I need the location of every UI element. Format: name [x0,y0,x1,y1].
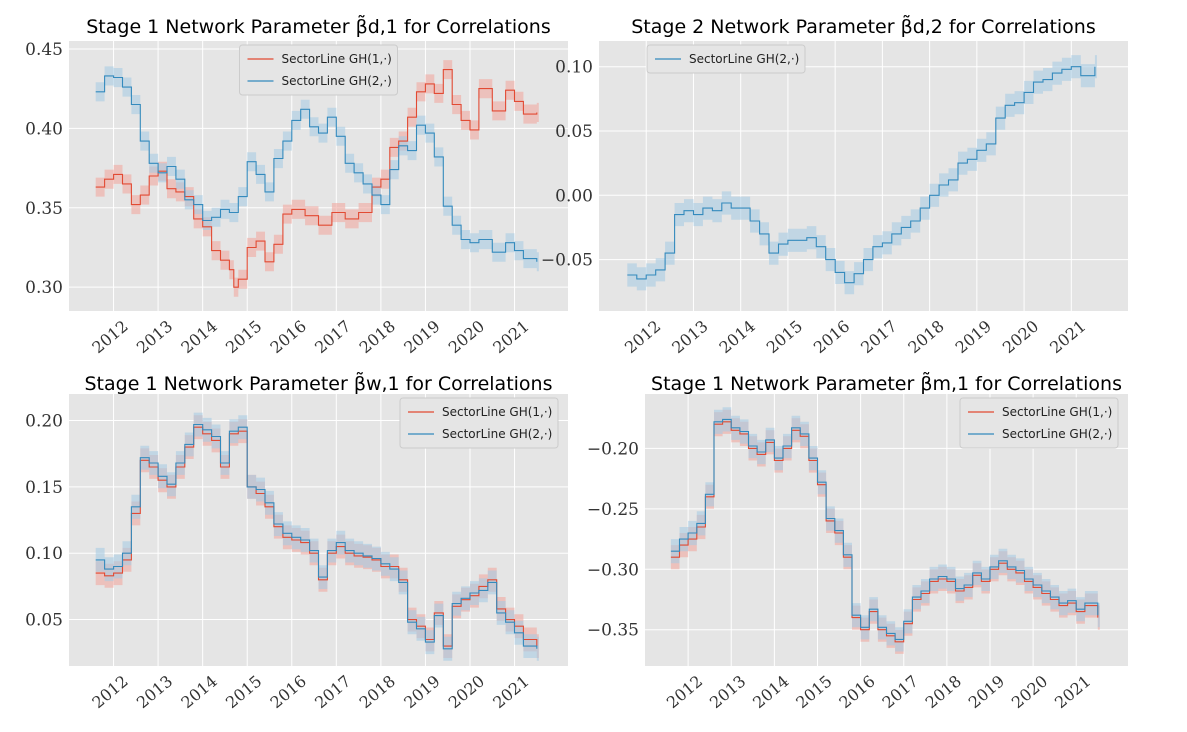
x-tick-label: 2014 [177,316,220,357]
chart-panel-3: 0.05 0.10 0.15 0.20 2012 2013 2014 2015 2016 2017… [25,370,568,712]
legend-label: SectorLine GH(2,·) [1002,427,1112,441]
x-tick-label: 2017 [311,316,354,357]
y-tick-label: −0.35 [587,621,639,641]
x-tick-label: 2021 [1046,316,1089,357]
x-tick-label: 2018 [922,671,965,712]
x-tick-label: 2016 [810,316,853,357]
chart-title: Stage 2 Network Parameter β̃d,2 for Corr… [631,13,1096,38]
legend-box [239,44,398,96]
x-tick-label: 2020 [445,671,488,712]
y-tick-label: 0.45 [25,40,63,60]
x-tick-label: 2012 [88,671,131,712]
x-tick-label: 2013 [133,671,176,712]
y-tick-label: 0.10 [555,58,593,78]
x-tick-label: 2017 [879,671,922,712]
x-tick-label: 2021 [1051,671,1094,712]
y-tick-label: 0.05 [555,122,593,142]
x-tick-label: 2015 [763,316,806,357]
legend-label: SectorLine GH(2,·) [442,427,552,441]
x-tick-label: 2017 [311,671,354,712]
x-tick-label: 2020 [445,316,488,357]
chart-title: Stage 1 Network Parameter β̃d,1 for Corr… [86,13,551,38]
chart-panel-4: −0.35 −0.30 −0.25 −0.20 2012 2013 2014 2015 2016… [587,370,1128,712]
legend: SectorLine GH(1,·) SectorLine GH(2,·) [239,44,398,96]
y-tick-label: 0.00 [555,186,593,206]
legend-label: SectorLine GH(2,·) [689,52,799,66]
confidence-band-series-1 [670,409,1100,654]
confidence-band-series-2 [670,407,1100,652]
y-tick-label: −0.30 [587,560,639,580]
x-tick-label: 2013 [706,671,749,712]
y-tick-label: 0.40 [25,119,63,139]
x-tick-label: 2012 [88,316,131,357]
legend-box [646,44,806,74]
legend: SectorLine GH(1,·) SectorLine GH(2,·) [399,397,559,449]
series-line-2 [95,423,538,650]
legend-label: SectorLine GH(1,·) [442,405,552,419]
y-tick-label: 0.30 [25,278,63,298]
series-line-1 [627,66,1096,284]
x-tick-label: 2015 [222,316,265,357]
x-tick-label: 2018 [904,316,947,357]
x-tick-label: 2020 [1008,671,1051,712]
x-tick-label: 2021 [489,316,532,357]
x-tick-label: 2020 [999,316,1042,357]
x-tick-label: 2014 [715,316,758,357]
y-tick-label: −0.20 [587,439,639,459]
x-tick-label: 2019 [400,671,443,712]
x-tick-label: 2019 [965,671,1008,712]
x-tick-label: 2017 [857,316,900,357]
x-tick-label: 2016 [267,316,310,357]
y-tick-label: 0.15 [25,478,63,498]
x-tick-label: 2013 [668,316,711,357]
x-tick-label: 2015 [222,671,265,712]
x-tick-label: 2013 [133,316,176,357]
y-tick-label: 0.20 [25,412,63,432]
y-tick-label: −0.05 [541,251,593,271]
legend: SectorLine GH(1,·) SectorLine GH(2,·) [959,397,1119,449]
legend-label: SectorLine GH(1,·) [282,52,392,66]
x-tick-label: 2016 [267,671,310,712]
series-line-1 [95,69,538,288]
y-tick-label: 0.05 [25,611,63,631]
chart-title: Stage 1 Network Parameter β̃w,1 for Corr… [85,370,553,395]
x-tick-label: 2014 [177,671,220,712]
chart-panel-1: 0.30 0.35 0.40 0.45 2012 2013 2014 2015 2016 2017… [25,13,568,357]
chart-title: Stage 1 Network Parameter β̃m,1 for Corr… [651,370,1122,395]
x-tick-label: 2014 [749,671,792,712]
x-tick-label: 2018 [356,671,399,712]
confidence-band-series-1 [627,55,1097,295]
legend-label: SectorLine GH(1,·) [1002,405,1112,419]
legend-label: SectorLine GH(2,·) [282,74,392,88]
x-tick-label: 2019 [400,316,443,357]
legend-box [399,397,559,449]
x-tick-label: 2019 [952,316,995,357]
x-tick-label: 2021 [489,671,532,712]
legend-box [959,397,1119,449]
series-line-2 [670,418,1099,640]
x-tick-label: 2015 [792,671,835,712]
x-tick-label: 2018 [356,316,399,357]
y-tick-label: 0.10 [25,544,63,564]
legend: SectorLine GH(2,·) [646,44,806,74]
y-tick-label: 0.35 [25,199,63,219]
x-tick-label: 2012 [621,316,664,357]
x-tick-label: 2016 [835,671,878,712]
series-line-2 [95,75,538,262]
y-tick-label: −0.25 [587,500,639,520]
x-tick-label: 2012 [663,671,706,712]
